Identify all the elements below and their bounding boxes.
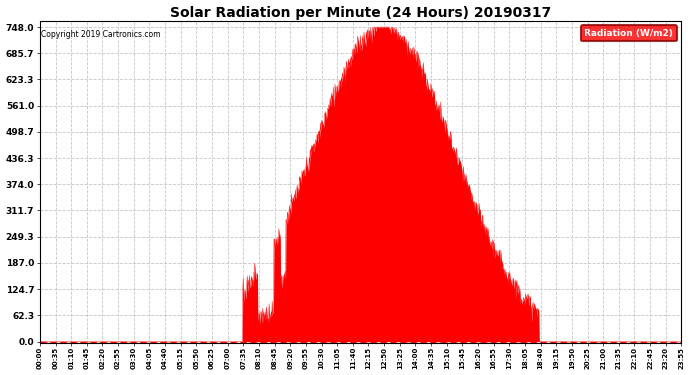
Text: Copyright 2019 Cartronics.com: Copyright 2019 Cartronics.com [41,30,161,39]
Title: Solar Radiation per Minute (24 Hours) 20190317: Solar Radiation per Minute (24 Hours) 20… [170,6,551,20]
Legend: Radiation (W/m2): Radiation (W/m2) [581,25,677,42]
